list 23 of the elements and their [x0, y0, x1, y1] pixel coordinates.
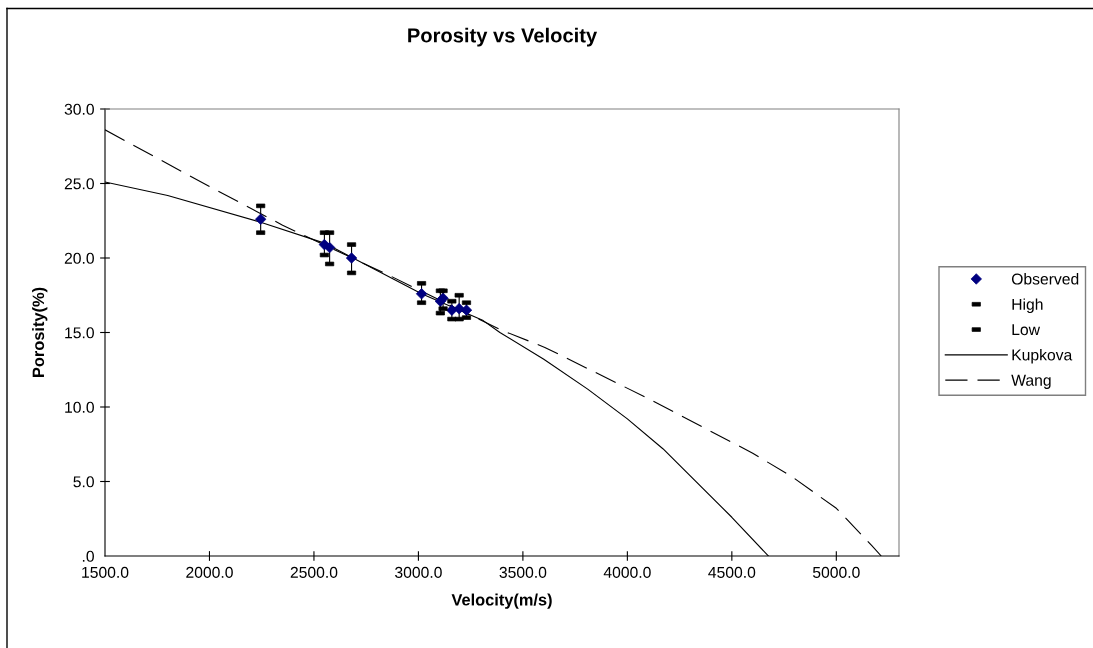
x-axis-title: Velocity(m/s): [451, 593, 552, 609]
y-axis-title: Porosity(%): [32, 287, 48, 377]
legend-label: High: [1012, 298, 1043, 314]
y-tick-label: 10.0: [65, 401, 94, 413]
y-tick-label: 20.0: [64, 252, 94, 264]
x-tick-label: 2500.0: [290, 566, 338, 578]
x-tick-label: 1500.0: [82, 566, 129, 578]
legend-label: Low: [1012, 324, 1041, 336]
legend-label: Kupkova: [1012, 348, 1073, 364]
x-tick-label: 5000.0: [812, 566, 860, 578]
x-tick-label: 2000.0: [186, 566, 233, 578]
x-tick-label: 4500.0: [708, 566, 756, 578]
legend-label: Observed: [1011, 273, 1079, 285]
y-tick-label: 15.0: [65, 327, 94, 339]
y-tick-label: .0: [82, 550, 94, 562]
y-tick-label: 25.0: [64, 178, 94, 190]
legend-label: Wang: [1011, 374, 1051, 389]
y-tick-label: 5.0: [73, 476, 94, 488]
y-tick-label: 30.0: [64, 103, 94, 115]
x-tick-label: 3500.0: [499, 566, 547, 578]
chart-title: Porosity vs Velocity: [408, 27, 598, 47]
x-tick-label: 4000.0: [603, 566, 651, 578]
x-tick-label: 3000.0: [395, 566, 442, 578]
